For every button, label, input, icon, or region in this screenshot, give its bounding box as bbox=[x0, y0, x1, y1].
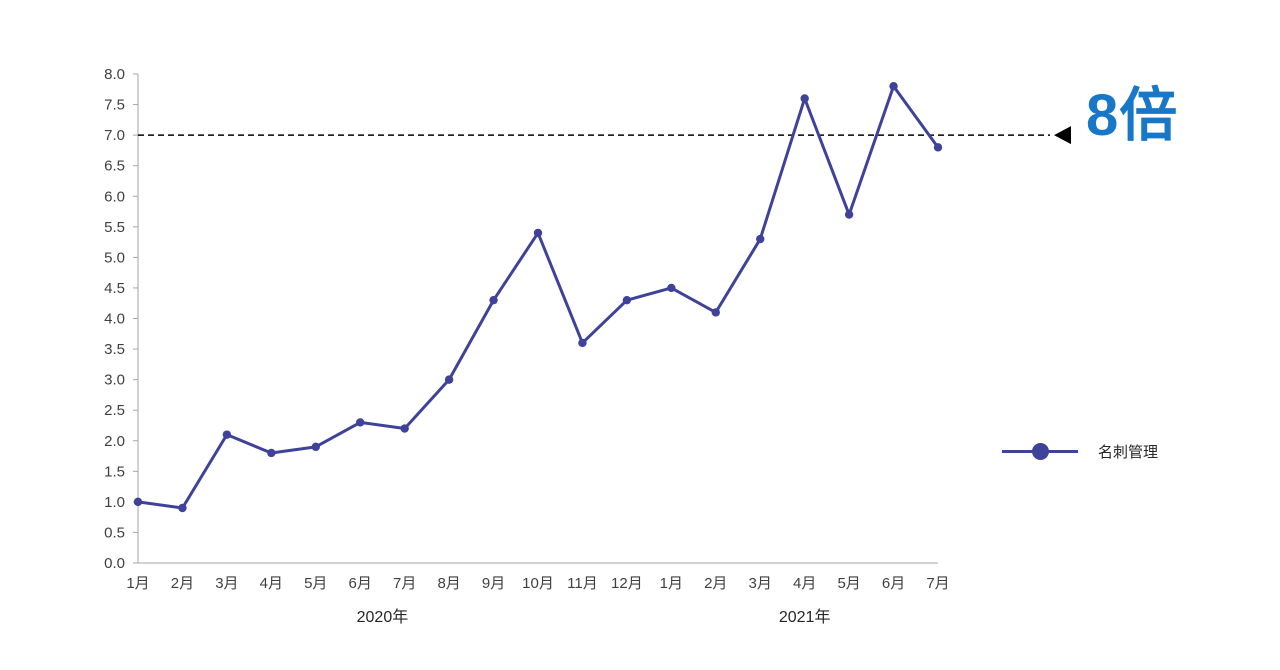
x-axis-month-label: 6月 bbox=[349, 575, 372, 592]
x-axis-month-label: 3月 bbox=[215, 575, 238, 592]
series-point bbox=[133, 497, 143, 507]
y-axis-tick-label: 2.5 bbox=[104, 402, 125, 419]
series-point bbox=[756, 234, 765, 244]
y-axis-tick-label: 1.5 bbox=[104, 463, 125, 480]
y-axis-tick-label: 6.0 bbox=[104, 188, 125, 205]
series-point bbox=[800, 94, 809, 103]
x-axis-month-label: 1月 bbox=[660, 575, 683, 592]
legend: 名刺管理 bbox=[1002, 438, 1158, 464]
y-axis-tick-label: 4.0 bbox=[104, 311, 125, 328]
x-axis-month-label: 4月 bbox=[793, 575, 816, 592]
series-point bbox=[578, 338, 587, 348]
x-axis-month-label: 11月 bbox=[567, 575, 598, 592]
legend-line-marker bbox=[1002, 442, 1078, 460]
x-axis-year-label: 2020年 bbox=[357, 608, 409, 626]
series-point bbox=[222, 430, 232, 439]
y-axis-tick-label: 0.5 bbox=[104, 524, 125, 541]
series-point bbox=[844, 210, 854, 219]
x-axis-year-label: 2021年 bbox=[779, 608, 831, 626]
series-point bbox=[667, 283, 676, 293]
series-point bbox=[933, 143, 943, 152]
x-axis-month-label: 2月 bbox=[171, 575, 194, 592]
y-axis-tick-label: 5.5 bbox=[104, 219, 125, 236]
legend-dot-icon bbox=[1031, 442, 1049, 460]
series-point bbox=[444, 375, 454, 384]
series-point bbox=[400, 424, 409, 433]
x-axis-month-label: 10月 bbox=[522, 575, 554, 592]
x-axis-month-label: 1月 bbox=[126, 575, 149, 592]
x-axis-month-label: 2月 bbox=[704, 575, 727, 592]
x-axis-month-label: 4月 bbox=[260, 575, 283, 592]
series-line bbox=[136, 84, 940, 510]
y-axis-tick-label: 3.0 bbox=[104, 372, 125, 389]
series-point bbox=[178, 503, 187, 513]
x-axis-month-label: 5月 bbox=[304, 575, 327, 592]
y-axis-tick-label: 3.5 bbox=[104, 341, 125, 358]
legend-label: 名刺管理 bbox=[1098, 443, 1159, 461]
series-point bbox=[267, 448, 276, 458]
x-axis-month-label: 5月 bbox=[837, 575, 860, 592]
y-axis-tick-label: 1.0 bbox=[104, 494, 125, 511]
series-point bbox=[889, 82, 898, 91]
series-point bbox=[489, 295, 498, 305]
y-axis-tick-label: 6.5 bbox=[104, 158, 125, 175]
y-axis-tick-label: 4.5 bbox=[104, 280, 125, 297]
x-axis-month-label: 6月 bbox=[882, 575, 905, 592]
series-point bbox=[711, 308, 720, 317]
x-axis-month-label: 9月 bbox=[482, 575, 505, 592]
reference-line-label: 8倍 bbox=[1086, 83, 1179, 148]
x-axis-month-label: 7月 bbox=[393, 575, 416, 592]
x-axis-month-label: 7月 bbox=[926, 575, 949, 592]
x-axis-month-label: 8月 bbox=[437, 575, 460, 592]
y-axis-tick-label: 8.0 bbox=[104, 66, 125, 83]
y-axis-tick-label: 7.0 bbox=[104, 127, 125, 144]
y-axis-tick-label: 7.5 bbox=[104, 97, 125, 114]
x-axis-month-label: 12月 bbox=[611, 575, 643, 592]
y-axis-tick-label: 0.0 bbox=[104, 555, 125, 572]
x-axis-month-label: 3月 bbox=[749, 575, 772, 592]
reference-arrow-icon bbox=[1054, 126, 1071, 145]
series-point bbox=[622, 295, 632, 305]
series-point bbox=[356, 418, 365, 427]
y-axis-tick-label: 2.0 bbox=[104, 433, 125, 450]
y-axis-tick-label: 5.0 bbox=[104, 249, 125, 266]
series-point bbox=[311, 442, 320, 452]
series-point bbox=[533, 228, 543, 238]
